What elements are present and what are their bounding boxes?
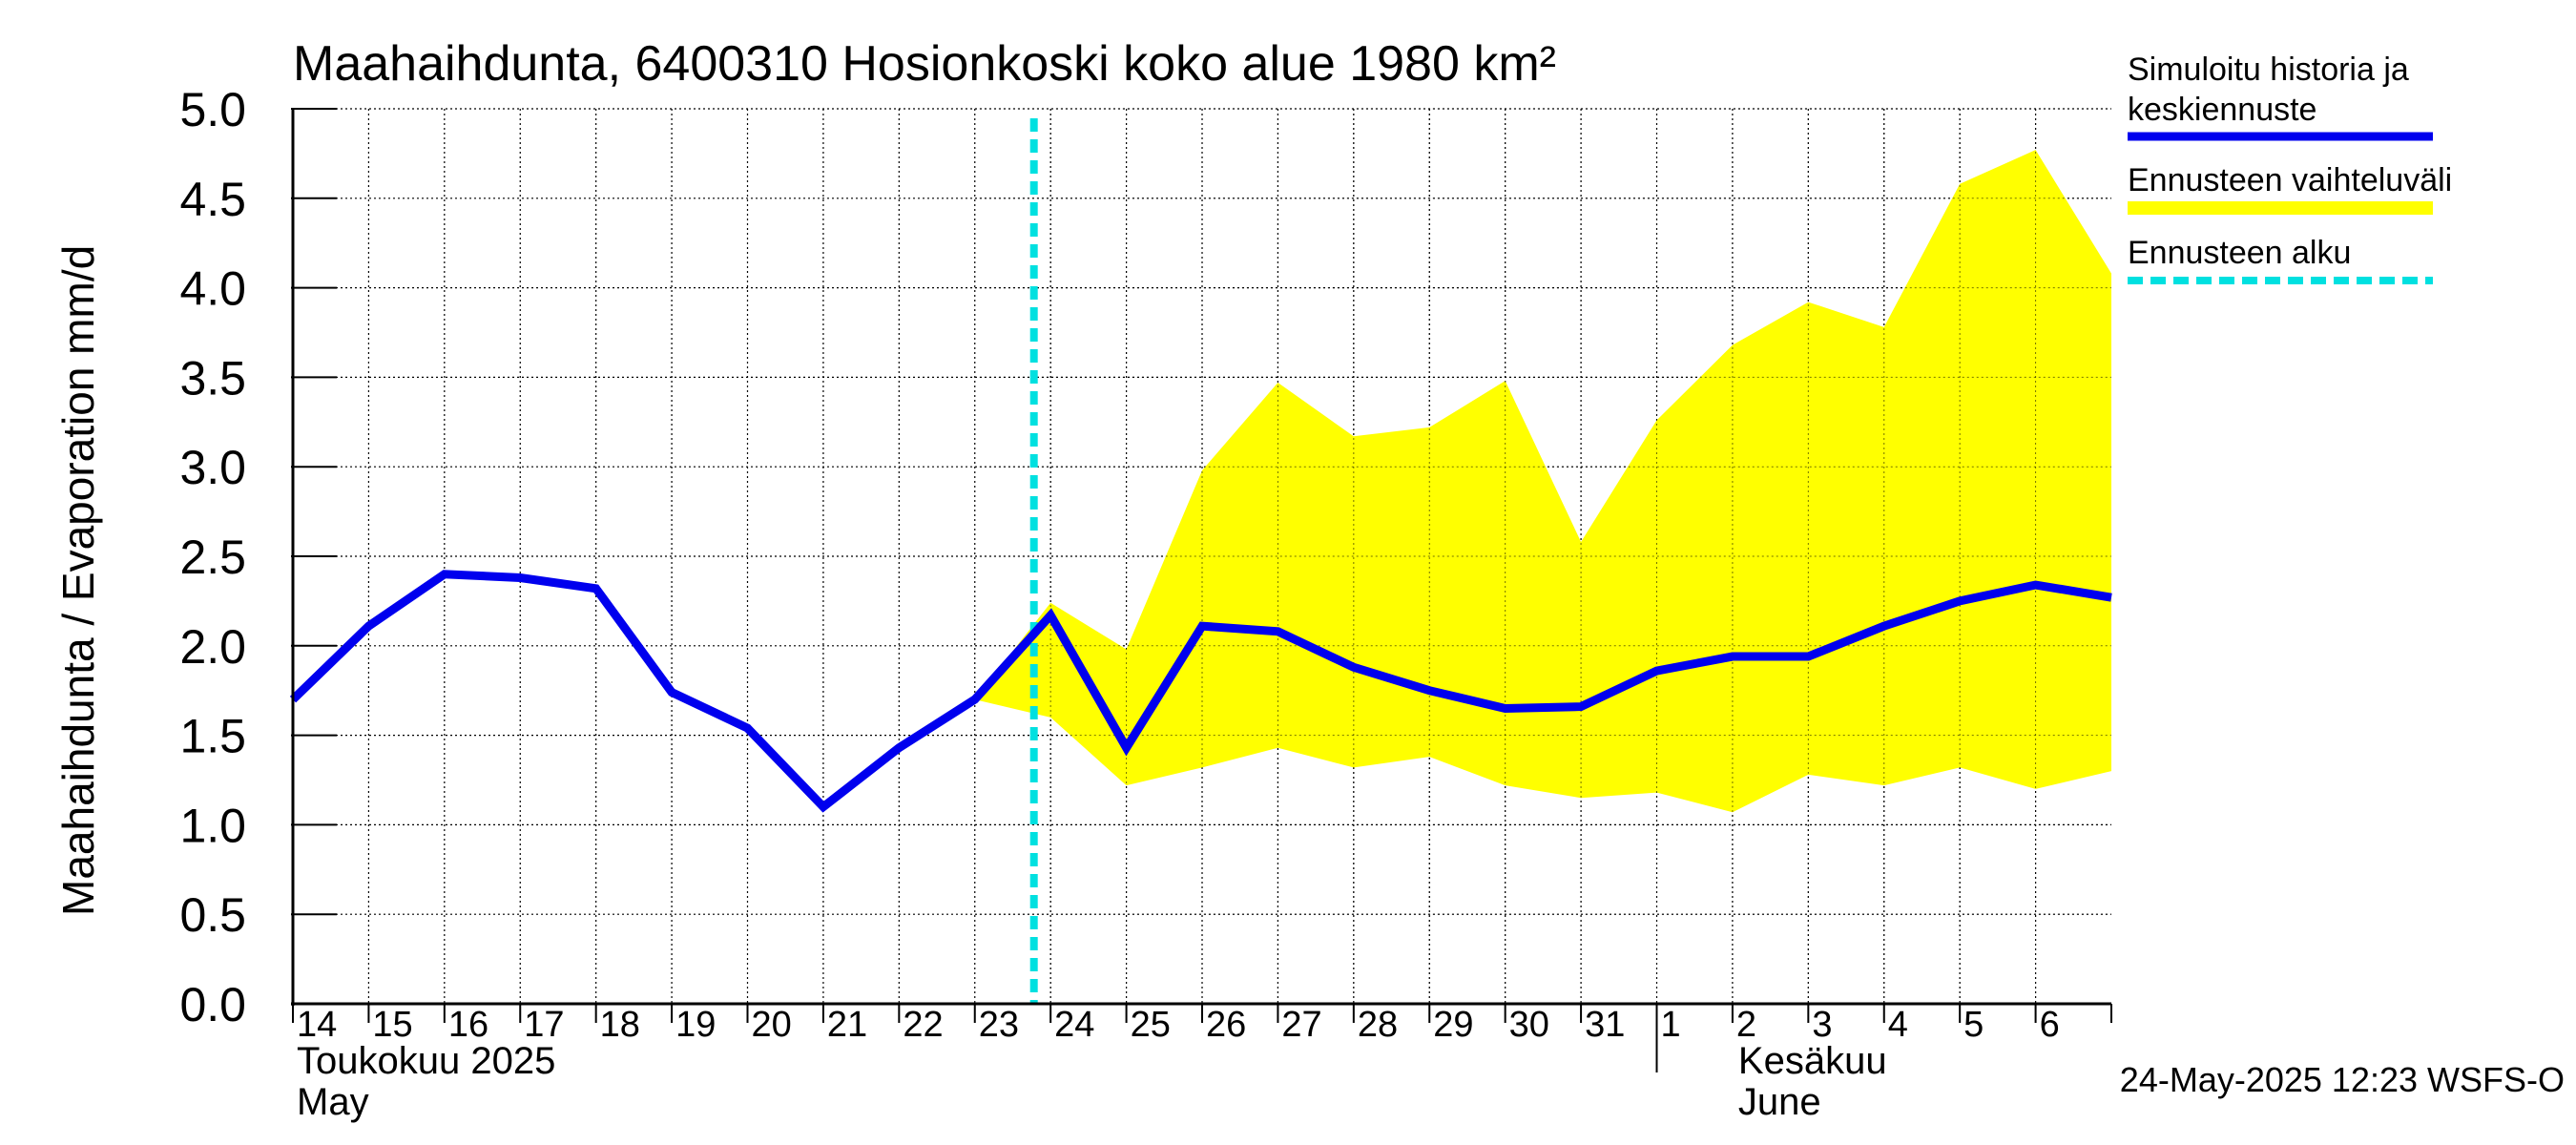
x-tick-label: 18 [600, 1005, 640, 1045]
y-axis-label: Maahaihdunta / Evaporation mm/d [53, 245, 103, 916]
x-tick-label: 20 [752, 1005, 792, 1045]
month-label-en: May [297, 1081, 369, 1123]
y-tick-label: 3.0 [179, 441, 246, 494]
x-tick-label: 6 [2040, 1005, 2060, 1045]
y-tick-label: 0.0 [179, 978, 246, 1031]
y-tick-label: 1.0 [179, 799, 246, 852]
x-tick-label: 16 [448, 1005, 488, 1045]
month-label-en: June [1738, 1081, 1821, 1123]
x-tick-label: 19 [675, 1005, 716, 1045]
legend-label: Simuloitu historia ja [2128, 52, 2409, 88]
legend-label: Ennusteen alku [2128, 235, 2351, 271]
x-tick-label: 28 [1358, 1005, 1398, 1045]
x-tick-label: 14 [297, 1005, 337, 1045]
x-tick-label: 4 [1888, 1005, 1908, 1045]
x-tick-label: 3 [1812, 1005, 1832, 1045]
x-tick-label: 15 [372, 1005, 412, 1045]
x-tick-label: 26 [1206, 1005, 1246, 1045]
x-tick-label: 31 [1585, 1005, 1625, 1045]
x-tick-label: 17 [524, 1005, 564, 1045]
y-tick-label: 5.0 [179, 83, 246, 136]
legend-label: Ennusteen vaihteluväli [2128, 162, 2452, 198]
x-tick-label: 30 [1509, 1005, 1549, 1045]
grid-lines-overlay [974, 108, 2111, 1005]
y-tick-label: 4.0 [179, 262, 246, 316]
chart-title: Maahaihdunta, 6400310 Hosionkoski koko a… [293, 36, 1556, 92]
x-axis-ticks: 14 15 16 17 18 19 20 21 22 23 24 25 26 27 28 29 30 31 1 2 3 4… [292, 1004, 2112, 1045]
x-tick-label: 23 [979, 1005, 1019, 1045]
series-line-mean [289, 570, 2112, 813]
y-tick-label: 1.5 [179, 710, 246, 763]
x-tick-label: 27 [1281, 1005, 1321, 1045]
x-tick-label: 1 [1661, 1005, 1681, 1045]
x-tick-label: 5 [1963, 1005, 1984, 1045]
x-tick-label: 2 [1736, 1005, 1756, 1045]
series-lines [289, 570, 2112, 813]
y-tick-label: 0.5 [179, 888, 246, 942]
y-axis-ticks: 0.0 0.5 1.0 1.5 2.0 2.5 3.0 3.5 4.0 4.5 5.0 [179, 83, 337, 1031]
x-tick-label: 29 [1433, 1005, 1473, 1045]
y-tick-label: 3.5 [179, 351, 246, 405]
month-label-fi: Toukokuu 2025 [297, 1040, 555, 1082]
y-tick-label: 2.5 [179, 531, 246, 584]
footer-timestamp: 24-May-2025 12:23 WSFS-O [2120, 1060, 2565, 1099]
legend-label: keskiennuste [2128, 92, 2316, 128]
x-tick-label: 22 [903, 1005, 943, 1045]
x-tick-label: 21 [827, 1005, 867, 1045]
y-tick-label: 2.0 [179, 620, 246, 674]
x-tick-label: 25 [1131, 1005, 1171, 1045]
y-tick-label: 4.5 [179, 173, 246, 226]
legend: Simuloitu historia ja keskiennuste Ennuste… [2128, 52, 2452, 284]
x-tick-label: 24 [1054, 1005, 1094, 1045]
month-label-fi: Kesäkuu [1738, 1040, 1887, 1082]
